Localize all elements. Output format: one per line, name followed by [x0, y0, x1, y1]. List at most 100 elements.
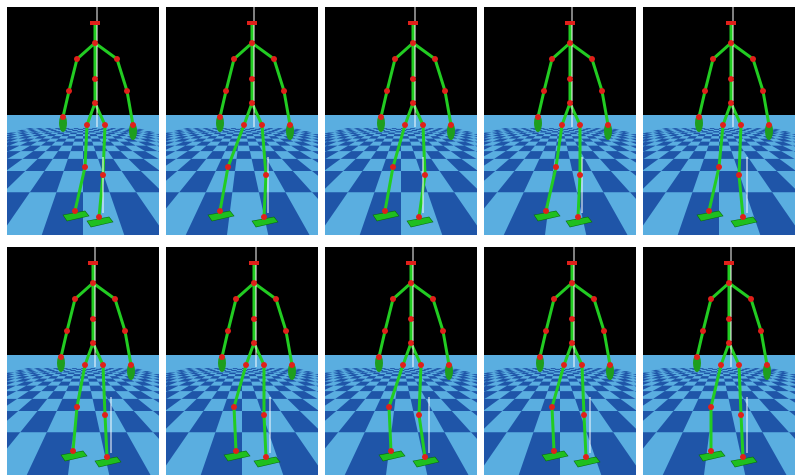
joint: [382, 328, 388, 334]
floor-tile: [550, 134, 558, 136]
floor-tile: [569, 368, 574, 369]
joint: [696, 114, 702, 120]
head: [249, 261, 259, 265]
floor-tile: [89, 131, 95, 132]
bone: [264, 175, 266, 217]
joint: [225, 164, 231, 170]
joint: [233, 448, 239, 454]
floor-tile: [722, 369, 727, 370]
floor-tile: [405, 374, 413, 376]
floor-tile: [565, 139, 575, 142]
joint: [567, 100, 573, 106]
floor-tile: [555, 369, 560, 370]
floor-tile: [563, 129, 568, 130]
floor-tile: [246, 134, 254, 136]
floor-tile: [388, 370, 394, 371]
joint: [577, 122, 583, 128]
joint: [223, 88, 229, 94]
head: [408, 21, 418, 25]
floor-tile: [249, 374, 257, 376]
joint: [710, 56, 716, 62]
floor-tile: [567, 374, 575, 376]
joint: [72, 208, 78, 214]
joint: [601, 328, 607, 334]
joint: [382, 208, 388, 214]
floor-tile: [247, 139, 257, 142]
bone: [582, 365, 584, 415]
joint: [114, 56, 120, 62]
floor-tile: [71, 379, 81, 382]
joint: [400, 362, 406, 368]
joint: [549, 56, 555, 62]
floor-tile: [724, 379, 734, 382]
joint: [390, 164, 396, 170]
joint: [217, 114, 223, 120]
bone: [552, 407, 554, 451]
floor-tile: [76, 134, 83, 136]
floor-tile: [549, 370, 555, 371]
joint: [231, 56, 237, 62]
joint: [569, 340, 575, 346]
joint: [549, 404, 555, 410]
joint: [410, 100, 416, 106]
bone: [739, 125, 741, 175]
joint: [589, 56, 595, 62]
floor-tile: [708, 130, 714, 131]
floor-tile: [712, 369, 717, 370]
joint: [736, 362, 742, 368]
floor-tile: [91, 370, 97, 371]
joint: [708, 404, 714, 410]
joint: [567, 40, 573, 46]
floor-tile: [406, 129, 411, 130]
floor-tile: [238, 142, 249, 146]
joint: [386, 404, 392, 410]
joint: [90, 340, 96, 346]
floor-tile: [394, 369, 399, 370]
bone: [85, 125, 87, 167]
joint: [537, 354, 543, 360]
floor-tile: [560, 382, 571, 386]
joint: [599, 88, 605, 94]
floor-tile: [70, 133, 77, 135]
joint: [420, 122, 426, 128]
floor-tile: [245, 129, 250, 130]
joint: [416, 214, 422, 220]
joint: [84, 122, 90, 128]
floor-tile: [391, 411, 418, 432]
floor-tile: [706, 133, 713, 135]
floor-tile: [549, 128, 554, 129]
floor-tile: [249, 128, 254, 129]
floor-tile: [88, 129, 93, 130]
frame-grid: [0, 0, 795, 475]
joint: [251, 280, 257, 286]
floor-tile: [728, 128, 733, 129]
floor-tile: [566, 371, 572, 372]
joint: [410, 40, 416, 46]
floor-tile: [564, 131, 570, 132]
joint: [728, 76, 734, 82]
joint: [261, 214, 267, 220]
floor-tile: [723, 371, 729, 372]
floor-tile: [234, 131, 240, 132]
joint: [551, 296, 557, 302]
floor-tile: [395, 131, 401, 132]
joint: [259, 122, 265, 128]
floor-tile: [87, 371, 93, 372]
joint: [72, 296, 78, 302]
joint: [124, 88, 130, 94]
floor-tile: [237, 369, 242, 370]
floor-tile: [231, 128, 236, 129]
joint: [706, 208, 712, 214]
floor-tile: [76, 369, 81, 370]
floor-tile: [391, 128, 396, 129]
joint: [122, 328, 128, 334]
joint: [694, 354, 700, 360]
floor-tile: [396, 129, 401, 130]
joint: [102, 412, 108, 418]
head: [88, 261, 98, 265]
floor-tile: [726, 134, 734, 136]
joint: [100, 172, 106, 178]
floor-tile: [712, 134, 719, 136]
floor-tile: [388, 133, 395, 135]
joint: [128, 362, 134, 368]
